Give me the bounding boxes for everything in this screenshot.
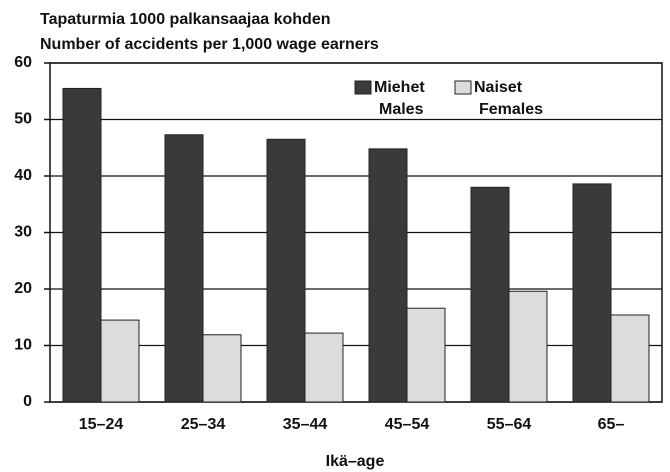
x-axis-label: Ikä–age [326, 453, 385, 470]
bar [62, 87, 102, 403]
x-tick-label: 15–24 [79, 416, 124, 433]
bar [266, 138, 306, 403]
y-tick-label: 0 [23, 393, 32, 410]
x-tick-label: 25–34 [181, 416, 226, 433]
y-tick-label: 40 [14, 167, 32, 184]
legend-swatch [354, 80, 372, 95]
bar [508, 290, 548, 403]
bar [164, 134, 204, 403]
legend-swatch [454, 80, 472, 95]
x-tick-label: 45–54 [385, 416, 430, 433]
y-tick-label: 10 [14, 337, 32, 354]
bar [406, 307, 446, 403]
plot-frame [49, 62, 663, 403]
bar [470, 186, 510, 403]
x-tick-label: 65– [598, 416, 625, 433]
y-tick-label: 20 [14, 280, 32, 297]
chart-title: Tapaturmia 1000 palkansaajaa kohden [40, 11, 331, 28]
x-tick-label: 55–64 [487, 416, 532, 433]
bar [202, 334, 242, 403]
bar [368, 148, 408, 403]
bar [304, 332, 344, 403]
legend-label: Naiset [474, 79, 523, 96]
y-tick-label: 30 [14, 224, 32, 241]
legend-label: Males [379, 101, 424, 118]
x-tick-label: 35–44 [283, 416, 328, 433]
bar [610, 314, 650, 403]
chart-subtitle: Number of accidents per 1,000 wage earne… [40, 36, 379, 53]
bar [572, 183, 612, 403]
legend-label: Females [479, 101, 543, 118]
y-tick-label: 50 [14, 111, 32, 128]
y-tick-label: 60 [14, 54, 32, 71]
legend-label: Miehet [374, 79, 425, 96]
bar [100, 319, 140, 403]
